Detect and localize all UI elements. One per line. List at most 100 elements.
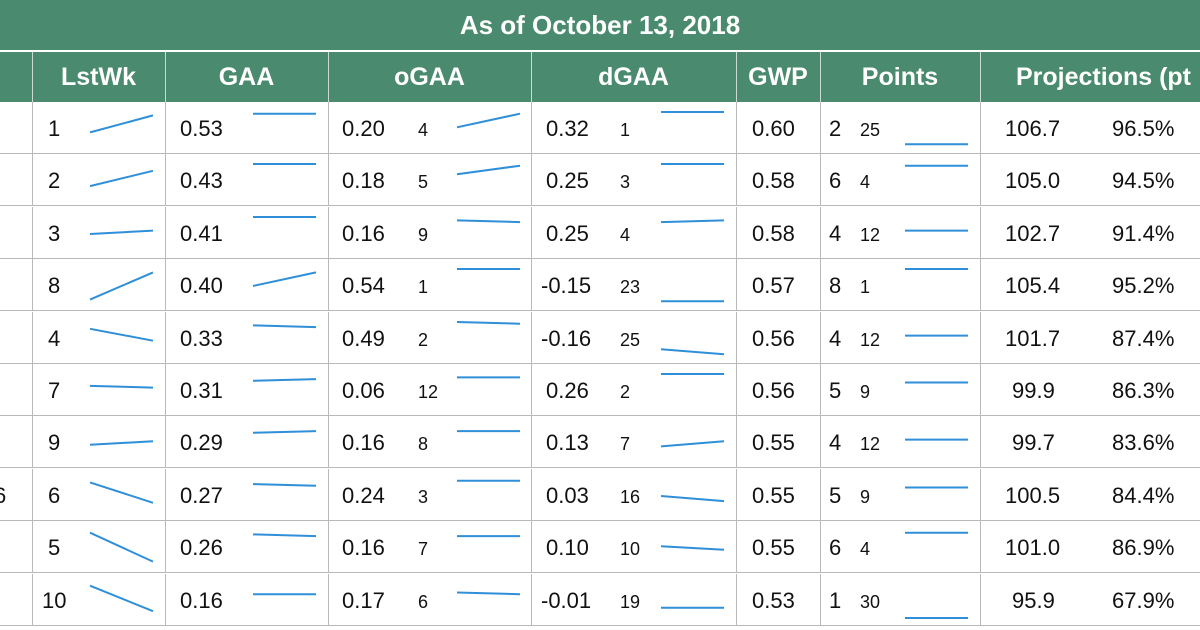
table-row[interactable]: 9 0.29 0.16 8 0.13 7 0.55 4 12 99.7 83.6%	[0, 416, 1200, 469]
sparkline-segment	[89, 481, 154, 504]
column-divider	[736, 102, 737, 154]
ogaa-cell: 0.54	[342, 273, 385, 299]
projected-points-cell: 101.7	[1005, 325, 1061, 351]
dgaa-cell: 0.13	[546, 430, 589, 456]
sparkline-segment	[252, 271, 317, 288]
points-cell: 8	[829, 273, 842, 299]
column-divider	[736, 52, 737, 102]
sparkline-segment	[456, 165, 521, 176]
gaa-cell: 0.27	[180, 482, 223, 508]
dgaa-trend-sparkline	[660, 440, 725, 448]
lstwk-trend-sparkline	[89, 327, 154, 342]
sparkline-segment	[660, 545, 725, 551]
points-cell: 6	[829, 535, 842, 561]
points-cell: 5	[829, 482, 842, 508]
sparkline-segment	[89, 531, 154, 563]
sparkline-segment	[89, 271, 154, 301]
ogaa-trend-sparkline	[457, 430, 520, 433]
column-divider	[328, 206, 329, 259]
table-row[interactable]: 10 0.16 0.17 6 -0.01 19 0.53 1 30 95.9 67.9%	[0, 573, 1200, 626]
ogaa-trend-sparkline	[457, 376, 520, 379]
gaa-cell: 0.26	[180, 535, 223, 561]
points-cell: 4	[829, 220, 842, 246]
column-divider	[328, 521, 329, 574]
column-divider	[32, 416, 33, 469]
points-rank: 25	[860, 120, 881, 140]
dgaa-cell: 0.26	[546, 378, 589, 403]
sparkline-segment	[252, 430, 317, 435]
column-divider	[736, 573, 737, 626]
table-row[interactable]: 5 0.26 0.16 7 0.10 10 0.55 6 4 101.0 86.9%	[0, 521, 1200, 574]
gwp-cell: 0.53	[752, 587, 795, 613]
header-gaa[interactable]: GAA	[218, 62, 275, 91]
column-divider	[328, 573, 329, 626]
ogaa-cell: 0.49	[342, 325, 385, 351]
column-divider	[980, 521, 981, 574]
points-trend-sparkline	[905, 143, 968, 146]
dgaa-rank: 10	[620, 539, 641, 560]
table-row[interactable]: 1 0.53 0.20 4 0.32 1 0.60 2 25 106.7 96.5%	[0, 102, 1200, 154]
gaa-trend-sparkline	[252, 378, 317, 382]
header-projections[interactable]: Projections (pt	[1016, 62, 1192, 91]
projected-percent-cell: 84.4%	[1112, 482, 1175, 508]
gaa-cell: 0.33	[180, 325, 223, 351]
header-dgaa[interactable]: dGAA	[598, 62, 669, 91]
sparkline-segment	[456, 591, 521, 595]
table-row[interactable]: 6 6 0.27 0.24 3 0.03 16 0.55 5 9 100.5 84.4%	[0, 468, 1200, 521]
gwp-cell: 0.57	[752, 273, 795, 299]
column-divider	[165, 521, 166, 574]
sparkline-segment	[89, 327, 154, 342]
points-rank: 12	[860, 224, 881, 245]
gaa-trend-sparkline	[252, 482, 317, 487]
ogaa-cell: 0.24	[342, 482, 385, 508]
ogaa-rank: 8	[418, 434, 429, 455]
sparkline-segment	[252, 533, 317, 538]
ogaa-trend-sparkline	[456, 165, 521, 176]
table-row[interactable]: 7 0.31 0.06 12 0.26 2 0.56 5 9 99.9 86.3%	[0, 364, 1200, 416]
table-row[interactable]: 4 0.33 0.49 2 -0.16 25 0.56 4 12 101.7 87.4%	[0, 311, 1200, 364]
projected-percent-cell: 94.5%	[1112, 168, 1175, 194]
column-divider	[820, 311, 821, 364]
column-divider	[980, 102, 981, 154]
points-rank: 12	[860, 434, 881, 455]
column-divider	[531, 573, 532, 626]
gwp-cell: 0.58	[752, 168, 795, 194]
column-divider	[165, 468, 166, 521]
sparkline-segment	[89, 440, 154, 447]
column-divider	[531, 416, 532, 469]
ogaa-cell: 0.17	[342, 587, 385, 613]
dgaa-cell: -0.15	[541, 273, 592, 299]
dgaa-trend-sparkline	[661, 373, 724, 375]
table-row[interactable]: 3 0.41 0.16 9 0.25 4 0.58 4 12 102.7 91.4%	[0, 206, 1200, 259]
points-rank: 9	[860, 382, 871, 402]
ogaa-trend-sparkline	[457, 479, 520, 482]
table-row[interactable]: 8 0.40 0.54 1 -0.15 23 0.57 8 1 105.4 95.2%	[0, 259, 1200, 312]
ogaa-rank: 5	[418, 172, 429, 193]
sparkline-segment	[252, 482, 317, 487]
ogaa-rank: 7	[418, 539, 429, 560]
projected-points-cell: 101.0	[1005, 535, 1061, 561]
projected-points-cell: 106.7	[1005, 116, 1061, 141]
column-divider	[531, 311, 532, 364]
column-divider	[32, 521, 33, 574]
dgaa-rank: 23	[620, 277, 641, 298]
table-row[interactable]: 2 0.43 0.18 5 0.25 3 0.58 6 4 105.0 94.5%	[0, 154, 1200, 207]
gaa-cell: 0.31	[180, 378, 223, 403]
points-cell: 4	[829, 325, 842, 351]
sparkline-segment	[89, 114, 154, 134]
header-lstwk[interactable]: LstWk	[61, 62, 136, 91]
lastweek-rank-cell: 5	[48, 535, 61, 561]
column-divider	[531, 259, 532, 312]
projected-points-cell: 99.9	[1012, 378, 1055, 403]
header-gwp[interactable]: GWP	[748, 62, 808, 91]
lastweek-rank-cell: 4	[48, 325, 61, 351]
header-ogaa[interactable]: oGAA	[394, 62, 465, 91]
points-trend-sparkline	[905, 486, 968, 489]
points-trend-sparkline	[905, 616, 968, 619]
sparkline-segment	[456, 112, 521, 129]
column-divider	[32, 364, 33, 416]
ogaa-trend-sparkline	[457, 535, 520, 538]
sparkline-segment	[252, 378, 317, 382]
header-points[interactable]: Points	[861, 62, 939, 91]
sparkline-segment	[660, 440, 725, 448]
